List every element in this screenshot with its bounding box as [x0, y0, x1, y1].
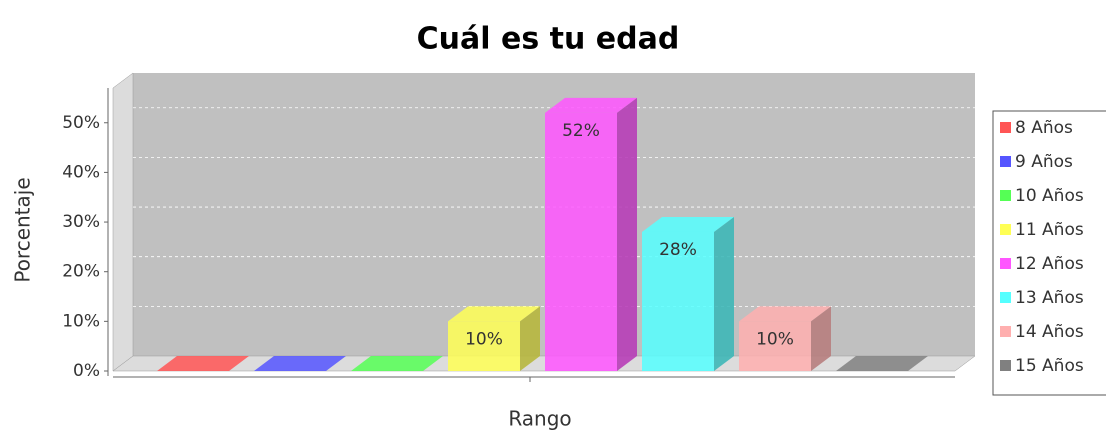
legend-swatch	[1000, 258, 1011, 269]
bar-side-shade	[520, 306, 540, 371]
bar-side-shade	[714, 216, 734, 371]
bar-side	[617, 97, 637, 372]
legend-label: 14 Años	[1015, 322, 1084, 342]
bar-top	[351, 356, 443, 371]
bar-front	[545, 112, 617, 372]
legend-label: 11 Años	[1015, 220, 1084, 240]
bar-side	[714, 216, 734, 371]
x-axis-label: Rango	[508, 407, 571, 431]
bar-side	[811, 306, 831, 371]
y-tick-label: 40%	[62, 162, 100, 182]
bar-top	[448, 306, 540, 322]
legend-label: 8 Años	[1015, 118, 1073, 138]
legend-swatch	[1000, 326, 1011, 337]
value-label: 10%	[756, 329, 794, 349]
value-label: 28%	[659, 240, 697, 260]
legend	[992, 110, 1106, 396]
left-wall	[112, 72, 134, 372]
y-axis-label: Porcentaje	[11, 177, 35, 282]
legend-swatch	[1000, 190, 1011, 201]
value-label: 10%	[465, 329, 503, 349]
bar-front	[739, 321, 811, 371]
y-tick-label: 50%	[62, 113, 100, 133]
bar-top	[836, 356, 928, 371]
y-tick-label: 20%	[62, 262, 100, 282]
legend-swatch	[1000, 224, 1011, 235]
y-tick-label: 30%	[62, 212, 100, 232]
bar-top	[739, 306, 831, 322]
bar-front	[448, 321, 520, 371]
legend-swatch	[1000, 360, 1011, 371]
bar-front	[642, 231, 714, 371]
legend-swatch	[1000, 122, 1011, 133]
bar-top	[157, 356, 249, 371]
bar-side	[520, 306, 540, 371]
bar-top	[545, 97, 637, 113]
legend-swatch	[1000, 292, 1011, 303]
bar-side-shade	[617, 97, 637, 372]
legend-label: 9 Años	[1015, 152, 1073, 172]
chart-title: Cuál es tu edad	[417, 22, 680, 57]
y-tick-label: 10%	[62, 311, 100, 331]
bar-top	[642, 216, 734, 232]
legend-label: 13 Años	[1015, 288, 1084, 308]
value-label: 52%	[562, 121, 600, 141]
legend-label: 12 Años	[1015, 254, 1084, 274]
bar-side-shade	[811, 306, 831, 371]
bar-top	[254, 356, 346, 371]
y-tick-label: 0%	[73, 361, 100, 381]
legend-label: 10 Años	[1015, 186, 1084, 206]
legend-label: 15 Años	[1015, 356, 1084, 376]
legend-swatch	[1000, 156, 1011, 167]
